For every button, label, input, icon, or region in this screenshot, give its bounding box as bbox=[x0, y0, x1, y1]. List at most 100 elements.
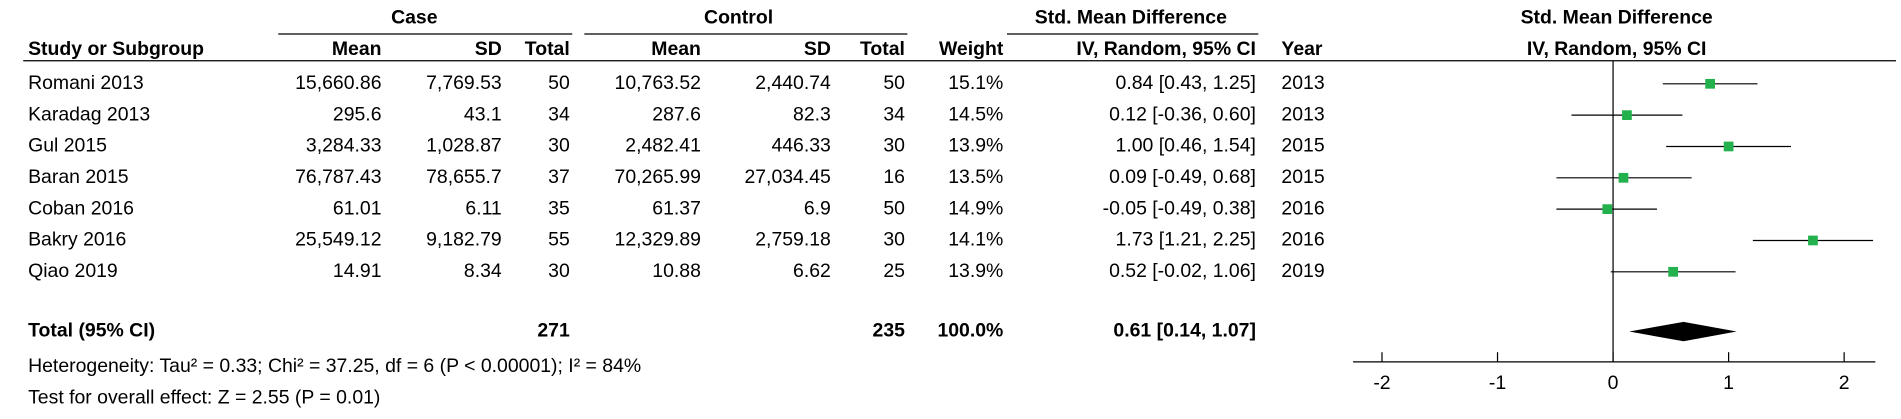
effect-marker bbox=[1723, 141, 1734, 152]
plot-title: Std. Mean Difference bbox=[1521, 6, 1713, 28]
cell: 14.1% bbox=[948, 229, 1003, 251]
column-header: Study or Subgroup bbox=[28, 38, 204, 60]
cell: Karadag 2013 bbox=[28, 103, 150, 125]
cell: 10,763.52 bbox=[615, 72, 701, 94]
cell: 2013 bbox=[1281, 103, 1324, 125]
cell: Qiao 2019 bbox=[28, 260, 118, 282]
cell: 10.88 bbox=[652, 260, 701, 282]
cell: 0.52 [-0.02, 1.06] bbox=[1109, 260, 1256, 282]
column-header: SD bbox=[804, 38, 831, 60]
cell: 25,549.12 bbox=[295, 229, 381, 251]
cell: 1,028.87 bbox=[426, 135, 502, 157]
cell: 13.9% bbox=[948, 260, 1003, 282]
cell: 61.37 bbox=[652, 197, 701, 219]
column-header: IV, Random, 95% CI bbox=[1076, 38, 1256, 60]
effect-marker bbox=[1705, 78, 1715, 89]
cell: 2015 bbox=[1281, 135, 1324, 157]
cell: Gul 2015 bbox=[28, 135, 107, 157]
cell: 15,660.86 bbox=[295, 72, 381, 94]
cell: 30 bbox=[883, 229, 905, 251]
x-tick-label: 1 bbox=[1723, 372, 1734, 394]
cell: Romani 2013 bbox=[28, 72, 144, 94]
cell: 12,329.89 bbox=[615, 229, 701, 251]
cell: 76,787.43 bbox=[295, 166, 381, 188]
cell: Coban 2016 bbox=[28, 197, 134, 219]
cell: 16 bbox=[883, 166, 905, 188]
cell: 14.91 bbox=[333, 260, 382, 282]
cell: 6.11 bbox=[465, 197, 501, 219]
effect-marker bbox=[1602, 204, 1613, 214]
cell: 2,759.18 bbox=[755, 229, 831, 251]
x-tick-label: 2 bbox=[1839, 372, 1850, 394]
cell: 30 bbox=[548, 260, 570, 282]
cell: 7,769.53 bbox=[426, 72, 502, 94]
summary-diamond bbox=[1629, 321, 1737, 342]
cell: Baran 2015 bbox=[28, 166, 128, 188]
cell: 1.73 [1.21, 2.25] bbox=[1116, 229, 1256, 251]
overall-effect: Test for overall effect: Z = 2.55 (P = 0… bbox=[28, 386, 380, 408]
cell: 34 bbox=[548, 103, 570, 125]
cell: 1.00 [0.46, 1.54] bbox=[1116, 135, 1256, 157]
cell: 6.62 bbox=[793, 260, 831, 282]
cell: 14.5% bbox=[948, 103, 1003, 125]
column-header: Year bbox=[1281, 38, 1322, 60]
cell: 2015 bbox=[1281, 166, 1324, 188]
cell: 55 bbox=[548, 229, 570, 251]
effect-marker bbox=[1622, 110, 1632, 120]
column-header: Weight bbox=[939, 38, 1004, 60]
effect-marker bbox=[1618, 172, 1629, 183]
cell: 295.6 bbox=[333, 103, 382, 125]
cell: 61.01 bbox=[333, 197, 382, 219]
group-header: Std. Mean Difference bbox=[1035, 6, 1227, 28]
cell: 50 bbox=[883, 72, 905, 94]
effect-marker bbox=[1668, 266, 1679, 277]
cell: 30 bbox=[883, 135, 905, 157]
column-header: Total bbox=[860, 38, 905, 60]
cell: 0.84 [0.43, 1.25] bbox=[1116, 72, 1256, 94]
cell: 25 bbox=[883, 260, 905, 282]
cell: 287.6 bbox=[652, 103, 701, 125]
cell: 50 bbox=[883, 197, 905, 219]
cell: 13.9% bbox=[948, 135, 1003, 157]
column-header: Mean bbox=[332, 38, 382, 60]
cell: 27,034.45 bbox=[744, 166, 830, 188]
cell: 446.33 bbox=[771, 135, 830, 157]
heterogeneity: Heterogeneity: Tau² = 0.33; Chi² = 37.25… bbox=[28, 355, 641, 377]
cell: 2013 bbox=[1281, 72, 1324, 94]
cell: 2016 bbox=[1281, 197, 1324, 219]
column-header: SD bbox=[475, 38, 502, 60]
cell: -0.05 [-0.49, 0.38] bbox=[1103, 197, 1256, 219]
cell: 34 bbox=[883, 103, 905, 125]
cell: 2016 bbox=[1281, 229, 1324, 251]
plot-subtitle: IV, Random, 95% CI bbox=[1527, 38, 1707, 60]
cell: 78,655.7 bbox=[426, 166, 502, 188]
effect-marker bbox=[1808, 235, 1818, 246]
total-cell: Total (95% CI) bbox=[28, 320, 155, 342]
cell: 0.12 [-0.36, 0.60] bbox=[1109, 103, 1256, 125]
cell: 6.9 bbox=[804, 197, 831, 219]
total-cell: 271 bbox=[537, 320, 570, 342]
cell: 37 bbox=[548, 166, 570, 188]
x-tick-label: -1 bbox=[1489, 372, 1506, 394]
cell: 3,284.33 bbox=[306, 135, 382, 157]
cell: 8.34 bbox=[464, 260, 502, 282]
cell: 30 bbox=[548, 135, 570, 157]
cell: 13.5% bbox=[948, 166, 1003, 188]
x-tick-label: 0 bbox=[1608, 372, 1619, 394]
cell: Bakry 2016 bbox=[28, 229, 126, 251]
group-header: Case bbox=[391, 6, 438, 28]
cell: 0.09 [-0.49, 0.68] bbox=[1109, 166, 1256, 188]
cell: 82.3 bbox=[793, 103, 831, 125]
cell: 14.9% bbox=[948, 197, 1003, 219]
total-cell: 235 bbox=[873, 320, 906, 342]
cell: 50 bbox=[548, 72, 570, 94]
cell: 15.1% bbox=[948, 72, 1003, 94]
x-tick-label: -2 bbox=[1373, 372, 1390, 394]
cell: 9,182.79 bbox=[426, 229, 502, 251]
cell: 2,440.74 bbox=[755, 72, 831, 94]
cell: 43.1 bbox=[464, 103, 502, 125]
cell: 2019 bbox=[1281, 260, 1324, 282]
total-cell: 0.61 [0.14, 1.07] bbox=[1113, 320, 1256, 342]
total-cell: 100.0% bbox=[937, 320, 1003, 342]
